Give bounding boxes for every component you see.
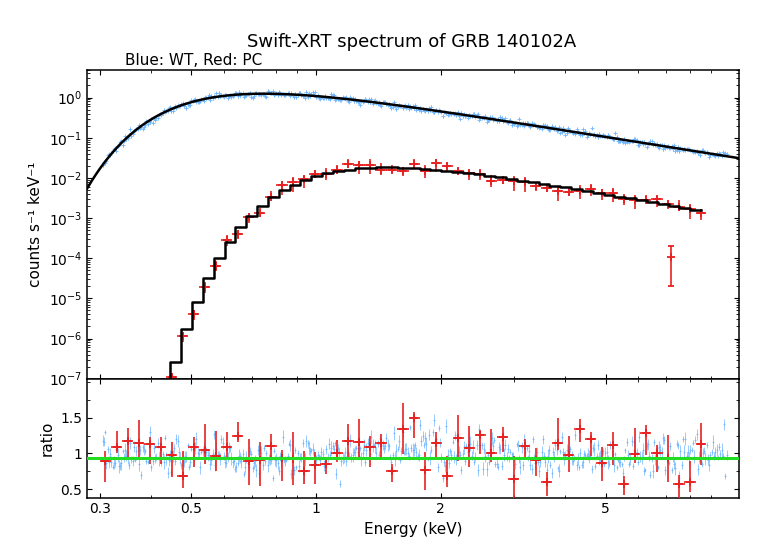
Text: Swift-XRT spectrum of GRB 140102A: Swift-XRT spectrum of GRB 140102A	[247, 33, 576, 51]
Text: Blue: WT, Red: PC: Blue: WT, Red: PC	[125, 53, 262, 68]
Y-axis label: ratio: ratio	[39, 420, 55, 456]
Y-axis label: counts s⁻¹ keV⁻¹: counts s⁻¹ keV⁻¹	[28, 161, 43, 287]
X-axis label: Energy (keV): Energy (keV)	[364, 522, 462, 537]
